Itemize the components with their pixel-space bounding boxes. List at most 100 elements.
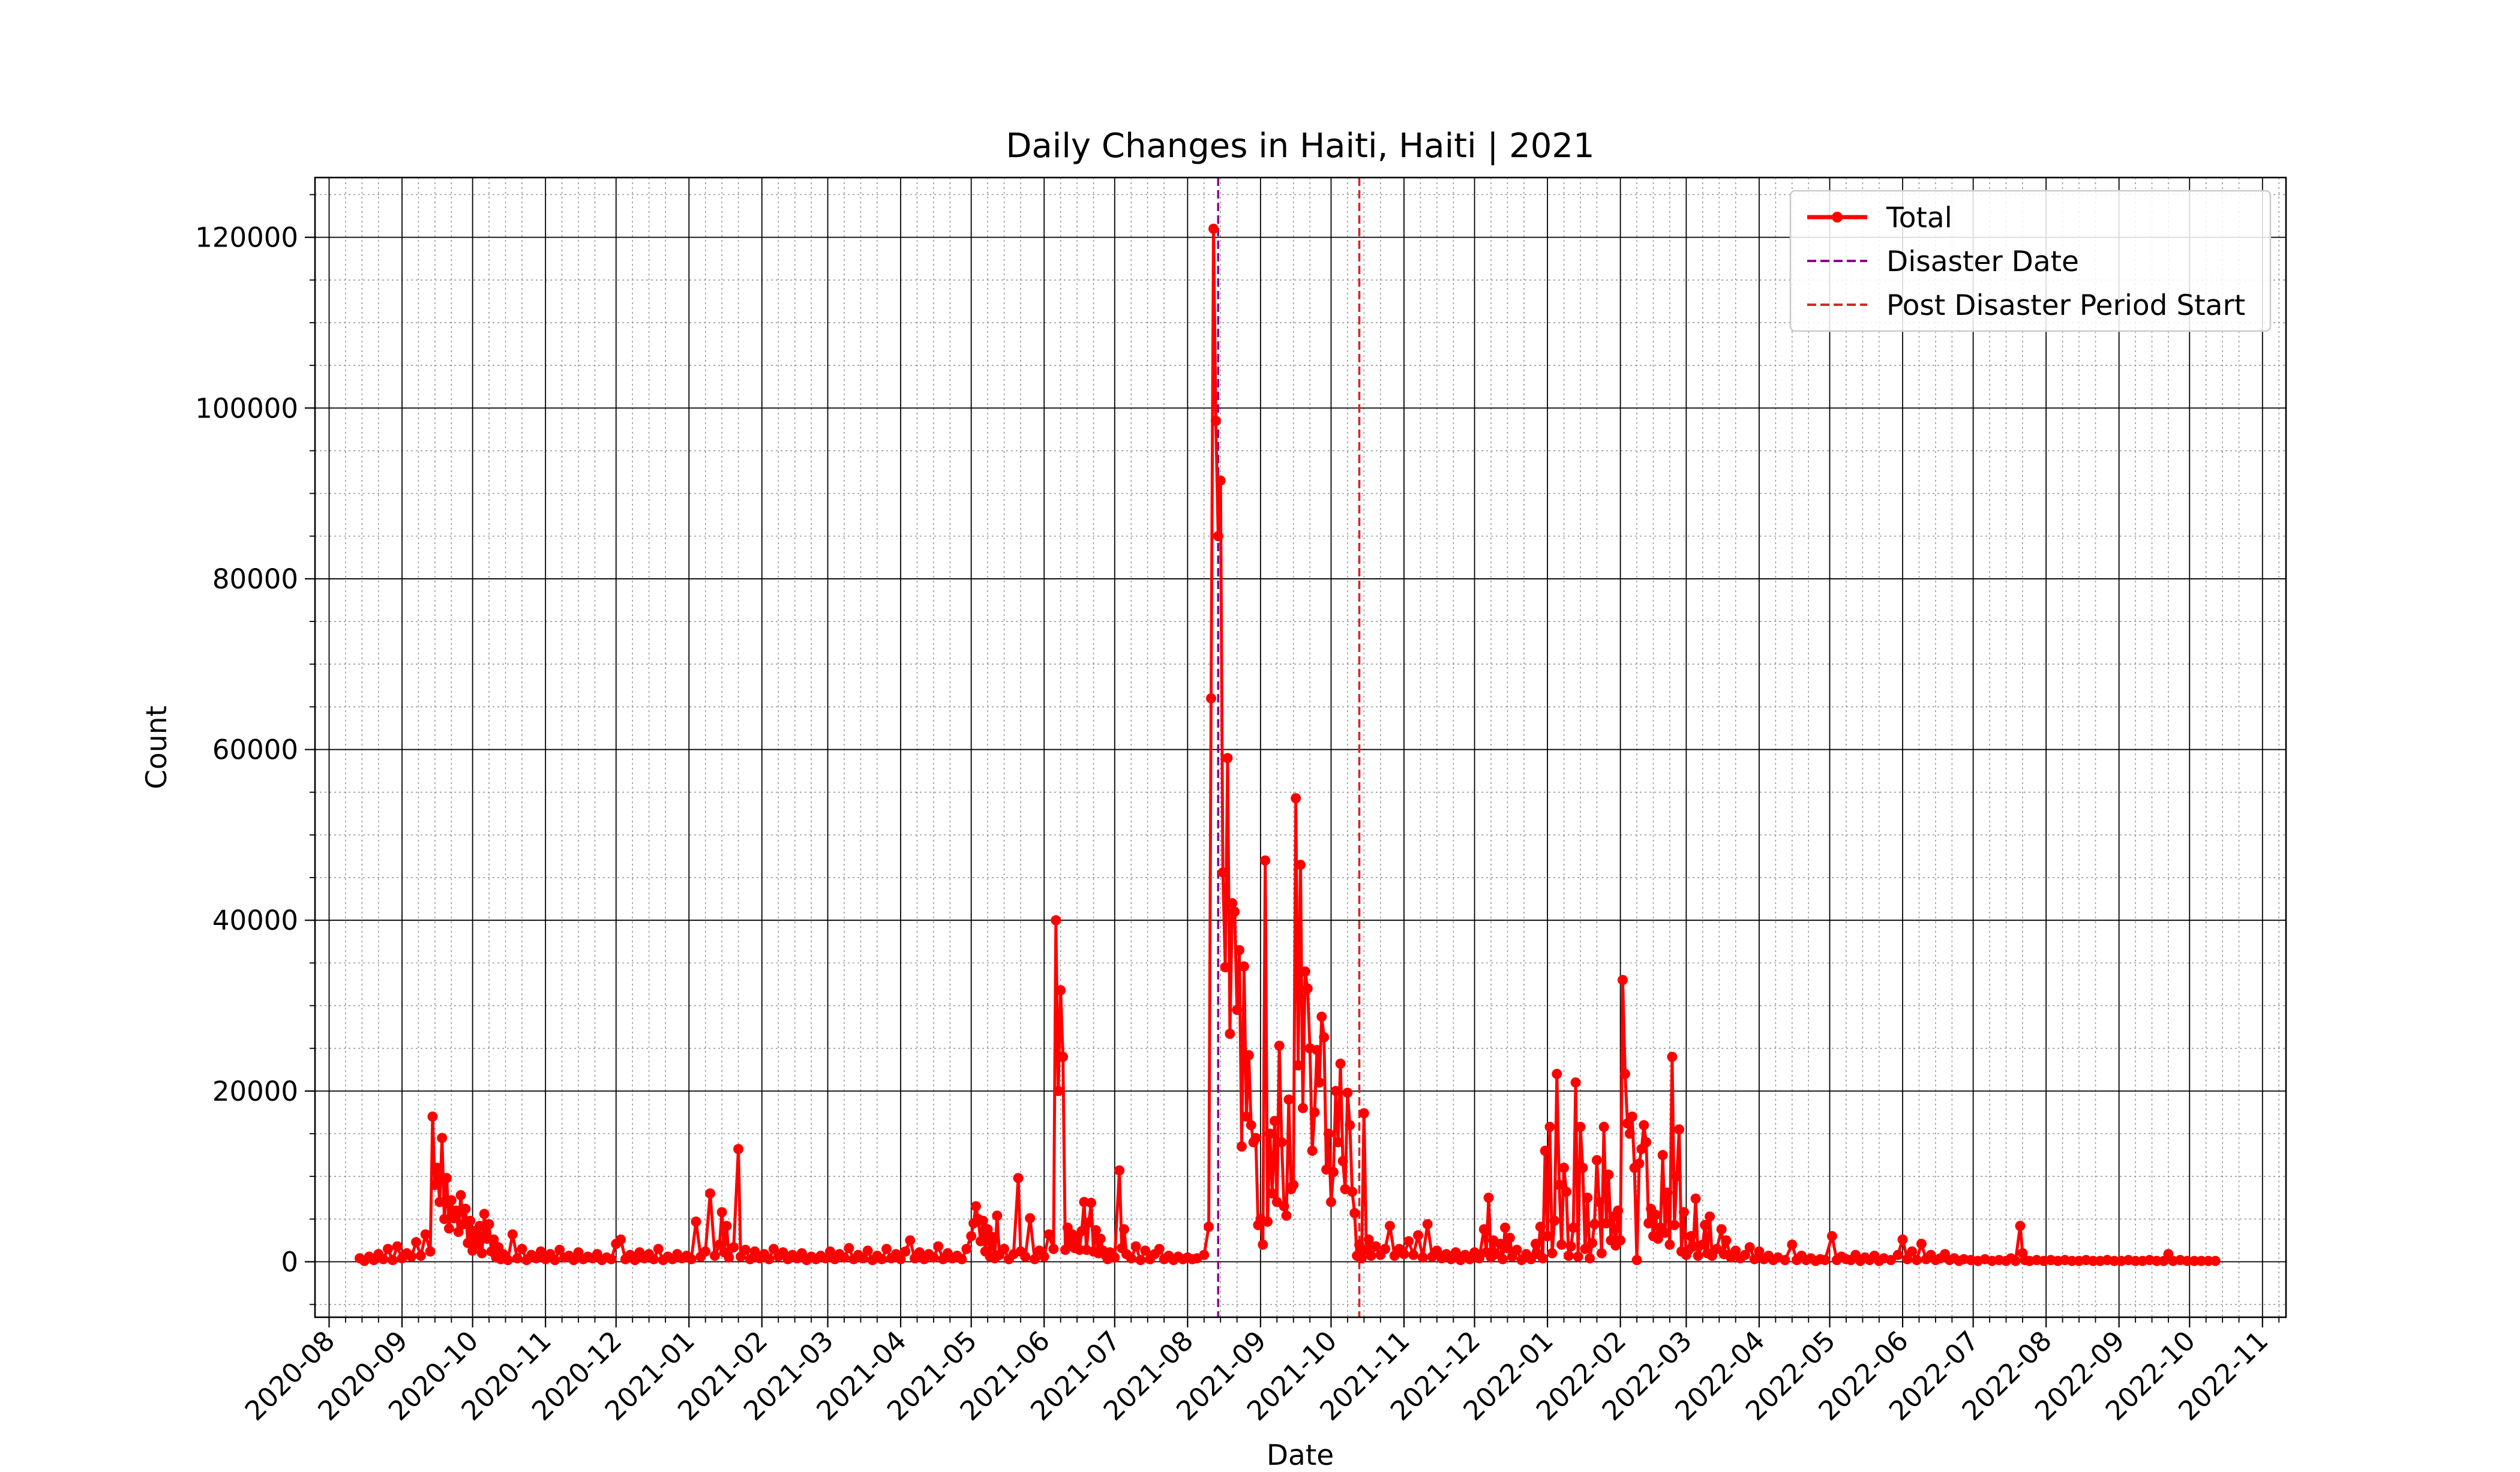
series-total-point	[1615, 1235, 1626, 1246]
series-total-point	[716, 1207, 727, 1218]
series-total-point	[507, 1229, 518, 1240]
series-total-point	[1025, 1213, 1036, 1224]
series-total-point	[714, 1239, 725, 1250]
series-total-point	[1204, 1221, 1214, 1232]
series-total-point	[1639, 1120, 1649, 1131]
series-total-point	[1403, 1236, 1414, 1246]
series-total-point	[1577, 1162, 1588, 1173]
series-total-point	[448, 1213, 459, 1224]
series-total-point	[1337, 1156, 1348, 1167]
series-total-point	[517, 1243, 527, 1254]
series-total-point	[1749, 1254, 1760, 1264]
series-total-point	[1220, 962, 1231, 972]
series-total-point	[1274, 1040, 1285, 1051]
series-total-point	[1095, 1233, 1106, 1244]
series-total-point	[975, 1236, 986, 1246]
legend-total-label: Total	[1886, 202, 1952, 235]
series-total-point	[616, 1234, 626, 1245]
series-total-point	[733, 1144, 744, 1155]
series-total-point	[1570, 1077, 1581, 1088]
series-total-point	[1215, 475, 1226, 486]
series-total-point	[961, 1243, 972, 1254]
series-total-point	[1358, 1108, 1369, 1119]
series-total-point	[425, 1246, 436, 1257]
series-total-point	[437, 1132, 448, 1143]
series-total-point	[1237, 1141, 1247, 1152]
series-total-point	[1091, 1225, 1101, 1236]
series-total-point	[1885, 1255, 1896, 1266]
series-total-point	[1559, 1162, 1569, 1173]
series-total-point	[966, 1231, 977, 1242]
series-total-point	[1697, 1239, 1708, 1250]
series-total-point	[1267, 1188, 1277, 1199]
series-total-point	[1650, 1209, 1661, 1220]
series-total-point	[1820, 1255, 1831, 1266]
series-total-point	[1227, 898, 1238, 909]
series-total-point	[839, 1252, 850, 1263]
series-total-point	[1326, 1197, 1336, 1207]
series-total-point	[1380, 1243, 1391, 1254]
series-total-point	[453, 1227, 464, 1237]
series-total-point	[2088, 1255, 2099, 1266]
series-total-point	[1222, 753, 1233, 764]
series-total-point	[1119, 1224, 1129, 1234]
series-total-point	[1504, 1233, 1515, 1243]
series-total-point	[1582, 1192, 1593, 1203]
series-total-point	[956, 1254, 967, 1264]
series-total-point	[1535, 1221, 1546, 1232]
series-total-point	[1260, 855, 1271, 866]
series-total-point	[1511, 1245, 1522, 1255]
series-total-point	[415, 1251, 426, 1261]
series-total-point	[1126, 1253, 1136, 1264]
series-total-point	[1053, 1086, 1064, 1097]
series-total-point	[881, 1243, 892, 1254]
series-total-point	[451, 1205, 461, 1216]
series-total-point	[1660, 1227, 1670, 1238]
series-total-point	[1246, 1120, 1256, 1131]
series-total-point	[1591, 1155, 1602, 1165]
series-total-point	[1603, 1169, 1614, 1180]
series-total-point	[550, 1255, 560, 1266]
series-total-point	[653, 1243, 664, 1254]
series-total-point	[905, 1235, 916, 1246]
series-total-point	[1601, 1218, 1612, 1228]
series-total-point	[1474, 1253, 1484, 1264]
series-total-point	[1542, 1231, 1553, 1242]
series-total-point	[1897, 1234, 1908, 1245]
series-total-point	[2182, 1255, 2192, 1266]
series-total-point	[1483, 1192, 1494, 1203]
series-total-point	[1288, 1179, 1299, 1190]
series-total-point	[392, 1241, 403, 1252]
series-total-point	[568, 1255, 579, 1266]
series-total-point	[1667, 1052, 1678, 1062]
series-total-point	[1613, 1205, 1624, 1216]
legend: Total Disaster Date Post Disaster Period…	[1789, 190, 2272, 332]
series-total-point	[606, 1254, 617, 1264]
series-total-point	[1596, 1248, 1607, 1258]
series-total-point	[1295, 860, 1306, 870]
series-total-point	[1356, 1253, 1367, 1264]
series-total-point	[434, 1197, 445, 1207]
series-total-point	[554, 1245, 565, 1255]
series-total-point	[862, 1245, 873, 1256]
series-total-point	[476, 1248, 487, 1258]
series-total-point	[1643, 1218, 1654, 1228]
series-total-point	[1498, 1254, 1508, 1264]
series-total-point	[465, 1215, 476, 1226]
series-total-point	[1208, 223, 1219, 234]
series-total-point	[1013, 1173, 1024, 1183]
series-total-point	[971, 1201, 981, 1212]
series-total-point	[446, 1195, 457, 1206]
series-total-point	[1345, 1120, 1355, 1131]
series-total-point	[1537, 1253, 1548, 1264]
series-total-point	[1526, 1254, 1537, 1264]
series-total-point	[2203, 1255, 2214, 1266]
series-total-point	[1058, 1052, 1069, 1062]
plot-frame	[314, 176, 2287, 1318]
series-total-point	[721, 1221, 732, 1231]
series-total-point	[1674, 1124, 1685, 1135]
series-total-point	[472, 1239, 482, 1250]
series-total-point	[1730, 1245, 1741, 1256]
series-total-point	[1293, 1060, 1304, 1071]
series-total-point	[1213, 531, 1223, 542]
